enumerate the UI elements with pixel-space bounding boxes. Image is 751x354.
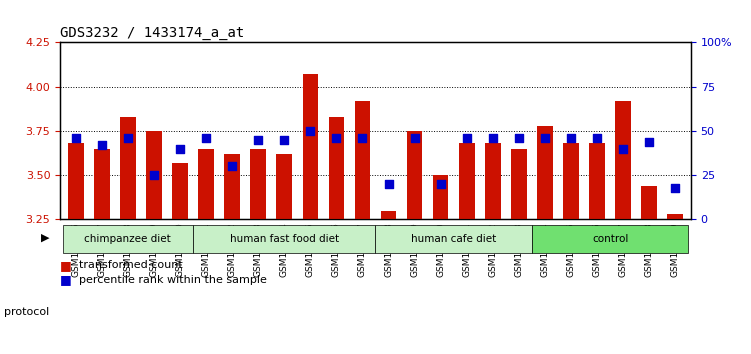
Point [174,146,186,152]
Text: protocol: protocol [4,307,49,316]
Bar [615,101,631,219]
Bar [120,117,136,219]
Bar [563,143,579,219]
Point [435,181,447,187]
FancyBboxPatch shape [376,225,532,253]
Bar [276,154,292,219]
Bar [407,131,422,219]
Point [643,139,655,144]
Text: human fast food diet: human fast food diet [230,234,339,244]
FancyBboxPatch shape [193,225,376,253]
Point [70,135,82,141]
Point [382,181,394,187]
Point [96,142,108,148]
Point [279,137,291,143]
Point [669,185,681,190]
Text: control: control [592,234,629,244]
Point [122,135,134,141]
Bar [329,117,344,219]
Point [460,135,472,141]
Point [539,135,551,141]
Bar [303,74,318,219]
Bar [459,143,475,219]
Bar [250,149,266,219]
Bar [668,214,683,219]
Text: percentile rank within the sample: percentile rank within the sample [79,275,267,285]
Point [252,137,264,143]
Text: human cafe diet: human cafe diet [411,234,496,244]
FancyBboxPatch shape [62,225,193,253]
Bar [511,149,526,219]
Bar [354,101,370,219]
Point [330,135,342,141]
Point [565,135,577,141]
Bar [537,126,553,219]
Point [200,135,212,141]
Bar [485,143,501,219]
Text: ▶: ▶ [41,232,50,242]
Bar [381,211,397,219]
Text: GDS3232 / 1433174_a_at: GDS3232 / 1433174_a_at [60,26,244,40]
Bar [94,149,110,219]
Bar [198,149,214,219]
Bar [433,175,448,219]
Point [513,135,525,141]
Point [617,146,629,152]
Text: chimpanzee diet: chimpanzee diet [84,234,171,244]
Point [591,135,603,141]
Bar [68,143,83,219]
Bar [172,163,188,219]
Bar [146,131,161,219]
Point [487,135,499,141]
Point [148,172,160,178]
FancyBboxPatch shape [532,225,689,253]
Point [357,135,369,141]
Bar [641,186,657,219]
Text: transformed count: transformed count [79,261,182,270]
Point [304,128,316,134]
Point [409,135,421,141]
Text: ■: ■ [60,259,72,272]
Text: ■: ■ [60,273,72,286]
Point [226,164,238,169]
Bar [225,154,240,219]
Bar [590,143,605,219]
